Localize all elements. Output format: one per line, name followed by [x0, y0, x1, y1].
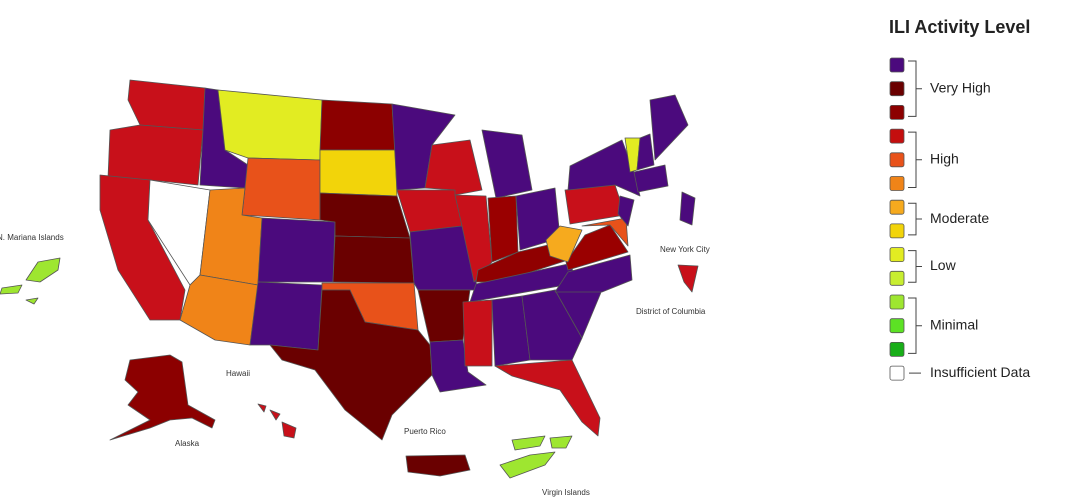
legend-label: Minimal	[930, 316, 978, 332]
legend-swatch	[889, 270, 905, 286]
virgin-islands	[511, 435, 546, 451]
legend-swatch	[889, 152, 905, 168]
state	[567, 139, 641, 197]
state	[521, 289, 583, 361]
legend-swatch	[889, 176, 905, 191]
state	[633, 164, 669, 193]
state	[319, 149, 398, 197]
state	[217, 89, 323, 161]
legend-bracket	[908, 60, 922, 117]
virgin-islands	[499, 451, 556, 479]
legend-swatch	[889, 81, 905, 97]
state	[581, 217, 629, 247]
state	[494, 359, 601, 437]
legend-bracket	[908, 202, 922, 236]
map-label: Virgin Islands	[542, 488, 590, 497]
legend-swatch	[889, 199, 905, 215]
mariana	[0, 284, 23, 295]
hawaii	[257, 403, 267, 413]
legend-swatch	[889, 365, 905, 381]
state	[462, 299, 493, 367]
legend-swatch	[889, 105, 905, 120]
legend-swatch	[889, 223, 905, 239]
state	[417, 289, 471, 343]
state	[332, 235, 415, 284]
map-label: Alaska	[175, 439, 200, 448]
state	[424, 139, 483, 196]
state	[127, 79, 206, 131]
hawaii	[281, 421, 297, 439]
legend-swatch	[889, 294, 905, 310]
legend-label: Low	[930, 257, 957, 273]
legend: Very High High Moderate Low Minimal Insuffici…	[889, 57, 1030, 381]
state	[649, 94, 689, 161]
map-label: District of Columbia	[636, 307, 706, 316]
state	[257, 217, 336, 283]
hawaii	[269, 409, 281, 421]
state	[487, 195, 519, 263]
state	[636, 133, 655, 171]
map-label: Hawaii	[226, 369, 250, 378]
state	[319, 99, 396, 151]
alaska	[109, 354, 216, 441]
virgin-islands	[549, 435, 573, 449]
legend-swatch	[889, 57, 905, 73]
legend-swatch	[889, 128, 905, 144]
legend-swatch	[889, 247, 905, 263]
state	[617, 195, 635, 227]
dc	[677, 264, 699, 293]
state	[249, 281, 323, 351]
state	[554, 254, 633, 293]
legend-label: Insufficient Data	[930, 364, 1030, 380]
state	[269, 289, 433, 441]
map-label: New York City	[660, 245, 710, 254]
legend-swatch	[889, 318, 905, 334]
state	[564, 184, 626, 225]
legend-label: Moderate	[930, 210, 989, 226]
map-label: Puerto Rico	[404, 427, 446, 436]
legend-label: High	[930, 151, 959, 167]
map-label: N. Mariana Islands	[0, 233, 64, 242]
legend-bracket	[908, 250, 922, 283]
state	[179, 274, 259, 346]
nyc	[679, 191, 696, 226]
us-map: N. Mariana Islands Hawaii Alaska Puerto …	[0, 79, 710, 497]
state	[241, 157, 321, 221]
legend-swatch	[889, 341, 905, 357]
state	[429, 339, 487, 393]
state	[481, 129, 533, 199]
mariana	[25, 257, 61, 283]
puerto-rico	[405, 454, 471, 477]
mariana	[25, 297, 39, 305]
state	[107, 124, 204, 186]
legend-title: ILI Activity Level	[889, 17, 1030, 37]
legend-bracket	[908, 297, 922, 354]
legend-label: Very High	[930, 79, 991, 95]
legend-bracket	[908, 131, 922, 188]
state	[565, 224, 629, 271]
state	[545, 225, 583, 263]
state	[396, 189, 463, 233]
